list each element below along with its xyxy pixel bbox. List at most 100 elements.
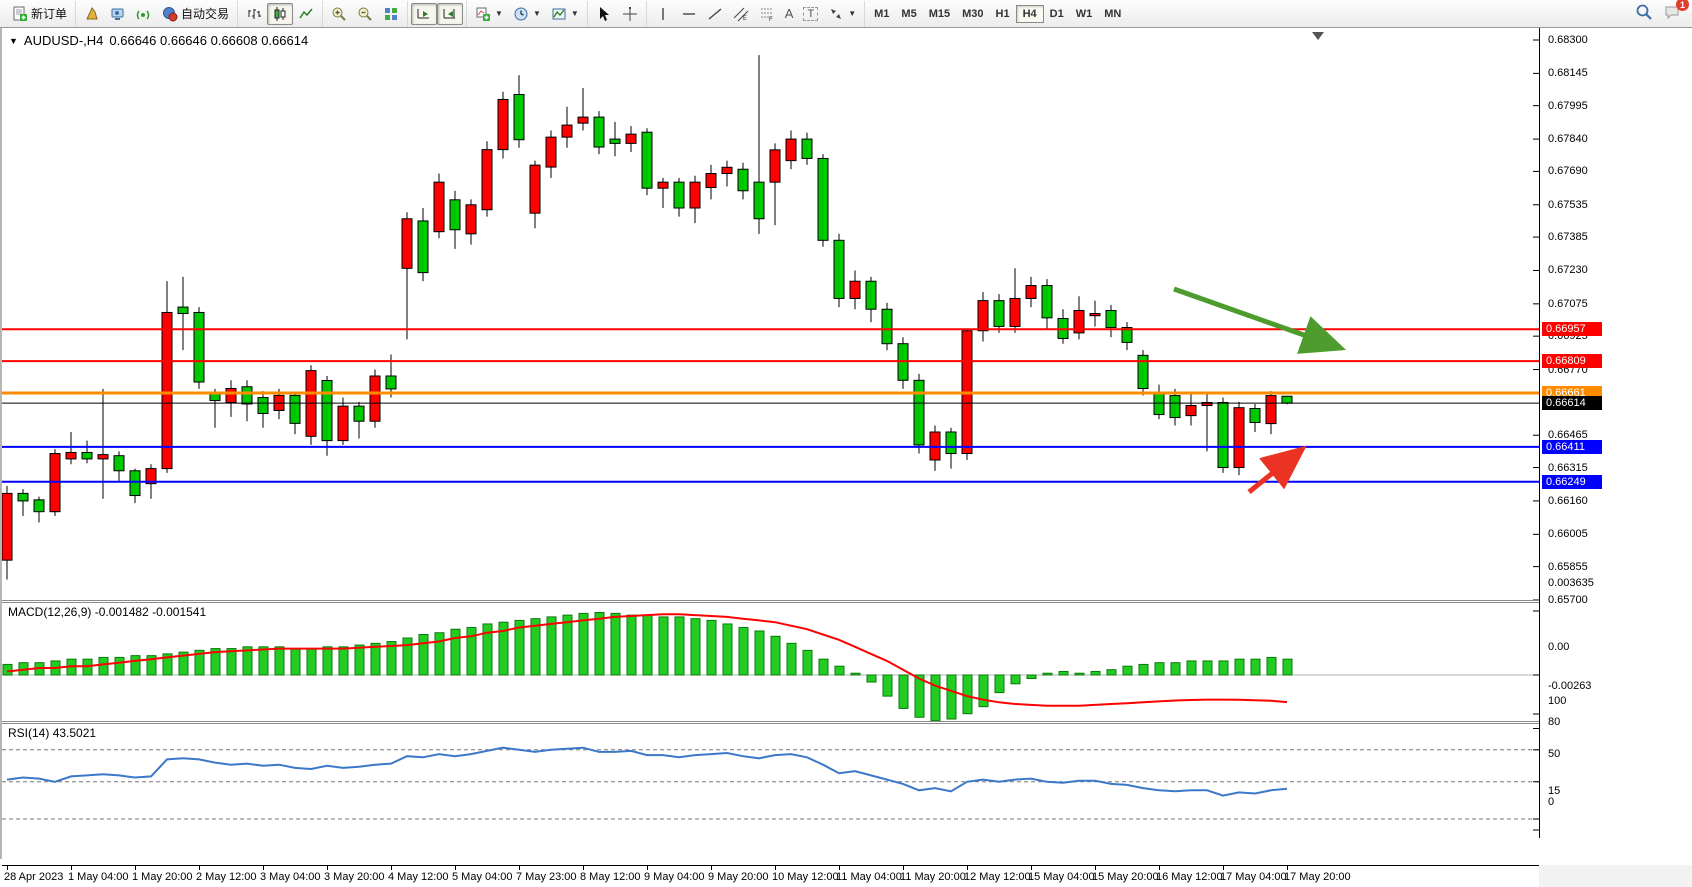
panel-separator-rsi[interactable] <box>2 721 1539 724</box>
green-down-arrow-annotation[interactable] <box>1173 286 1347 354</box>
panel-separator-macd[interactable] <box>2 600 1539 603</box>
time-tick <box>455 866 456 870</box>
time-tick-label: 1 May 20:00 <box>132 871 193 883</box>
chart-shift-button[interactable] <box>437 2 464 25</box>
templates-button[interactable]: ▼ <box>546 3 584 25</box>
trendline-tool-button[interactable] <box>702 3 728 25</box>
line-chart-mode-button[interactable] <box>293 3 319 25</box>
signals-button[interactable] <box>131 3 157 25</box>
tab-timeframe-h1[interactable]: H1 <box>995 7 1010 20</box>
tab-timeframe-w1[interactable]: W1 <box>1075 7 1093 20</box>
market-watch-button[interactable] <box>79 3 105 25</box>
macd-axis-label: 0.003635 <box>1548 577 1594 589</box>
crosshair-tool-button[interactable] <box>617 3 643 25</box>
time-tick <box>135 866 136 870</box>
price-chart[interactable] <box>2 28 1539 600</box>
time-tick <box>519 866 520 870</box>
vertical-line-tool-button[interactable] <box>650 3 676 25</box>
line-chart-icon <box>298 6 314 22</box>
periods-caret[interactable]: ▼ <box>532 9 541 18</box>
time-tick-label: 7 May 23:00 <box>516 871 577 883</box>
zoom-out-button[interactable] <box>352 3 378 25</box>
auto-trading-label: 自动交易 <box>181 7 230 21</box>
fibonacci-tool-button[interactable]: F <box>754 3 780 25</box>
channel-tool-button[interactable]: E <box>728 3 754 25</box>
time-tick <box>263 866 264 870</box>
indicators-caret[interactable]: ▼ <box>495 9 503 18</box>
bar-chart-icon <box>246 6 262 22</box>
tab-timeframe-m30[interactable]: M30 <box>962 7 984 20</box>
tab-timeframe-m1[interactable]: M1 <box>874 7 890 20</box>
periods-button[interactable]: ▼ <box>508 3 546 25</box>
time-tick <box>327 866 328 870</box>
time-tick-label: 17 May 20:00 <box>1284 871 1351 883</box>
time-tick-label: 3 May 20:00 <box>324 871 385 883</box>
horizontal-line-tool-button[interactable] <box>676 3 702 25</box>
templates-icon <box>551 6 567 22</box>
macd-axis-label: -0.00263 <box>1548 680 1592 692</box>
notification-badge: 1 <box>1676 0 1689 11</box>
level-price-tag: 0.66249 <box>1542 474 1602 489</box>
axis-corner <box>1539 865 1692 887</box>
price-tick-label: 0.67230 <box>1548 264 1588 277</box>
tab-timeframe-mn[interactable]: MN <box>1104 7 1122 20</box>
price-axis[interactable]: 0.68300 0.68145 0.67995 0.67840 0.67690 0.675… <box>1539 28 1692 838</box>
tab-timeframe-m15[interactable]: M15 <box>928 7 951 20</box>
symbol-dropdown-icon[interactable]: ▼ <box>9 35 18 46</box>
indicators-button[interactable]: ▼ <box>470 3 508 25</box>
price-tick-label: 0.67995 <box>1548 99 1588 112</box>
tile-windows-button[interactable] <box>378 3 404 25</box>
time-tick <box>839 866 840 870</box>
time-tick <box>1031 866 1032 870</box>
time-tick-label: 2 May 12:00 <box>196 871 257 883</box>
auto-scroll-icon <box>416 6 432 22</box>
time-axis[interactable]: 28 Apr 2023 1 May 04:00 1 May 20:00 2 May 1… <box>2 865 1539 887</box>
vertical-line-icon <box>655 6 671 22</box>
tab-timeframe-d1[interactable]: D1 <box>1049 7 1064 20</box>
auto-trading-icon <box>162 6 178 22</box>
auto-trading-button[interactable]: 自动交易 <box>157 3 234 25</box>
new-order-label: 新订单 <box>31 7 68 21</box>
arrows-tool-button[interactable]: ▼ <box>823 3 861 25</box>
auto-scroll-button[interactable] <box>411 2 438 25</box>
search-button[interactable] <box>1630 1 1658 23</box>
terminal-button[interactable] <box>105 3 131 25</box>
candlestick-mode-button[interactable] <box>267 2 294 25</box>
candlestick-icon <box>272 6 288 22</box>
price-tick-label: 0.67535 <box>1548 198 1588 211</box>
new-order-icon <box>12 6 28 22</box>
time-tick-label: 15 May 04:00 <box>1028 871 1095 883</box>
bar-chart-mode-button[interactable] <box>241 3 267 25</box>
time-tick <box>1223 866 1224 870</box>
cursor-tool-button[interactable] <box>591 3 617 25</box>
templates-caret[interactable]: ▼ <box>570 9 579 18</box>
chart-shift-marker[interactable] <box>1312 32 1324 40</box>
tab-timeframe-h4[interactable]: H4 <box>1015 4 1044 23</box>
rsi-panel[interactable] <box>2 724 1539 837</box>
search-icon <box>1635 3 1653 21</box>
time-tick <box>967 866 968 870</box>
level-price-tag: 0.66809 <box>1542 354 1602 369</box>
trendline-icon <box>707 6 723 22</box>
text-label-tool-button[interactable]: T <box>798 3 823 25</box>
tab-timeframe-m5[interactable]: M5 <box>901 7 917 20</box>
text-tool-button[interactable]: A <box>780 3 799 25</box>
zoom-in-button[interactable] <box>326 3 352 25</box>
level-price-tag: 0.66614 <box>1542 396 1602 411</box>
zoom-out-icon <box>357 6 373 22</box>
time-tick <box>391 866 392 870</box>
notifications-button[interactable]: 1 <box>1658 0 1689 23</box>
time-tick-label: 12 May 12:00 <box>964 871 1031 883</box>
rsi-axis-label: 80 <box>1548 715 1561 728</box>
time-tick <box>775 866 776 870</box>
time-tick-label: 9 May 20:00 <box>708 871 769 883</box>
time-tick-label: 11 May 20:00 <box>900 871 966 883</box>
macd-panel[interactable] <box>2 603 1539 721</box>
time-tick <box>199 866 200 870</box>
new-order-button[interactable]: 新订单 <box>7 3 72 25</box>
price-tick-label: 0.65700 <box>1548 594 1588 606</box>
chart-window: ▼ AUDUSD-,H4 0.66646 0.66646 0.66608 0.6… <box>0 28 1692 887</box>
red-up-arrow-annotation[interactable] <box>1247 445 1307 494</box>
arrows-tool-caret[interactable]: ▼ <box>848 9 857 18</box>
time-tick-label: 10 May 12:00 <box>772 871 839 883</box>
